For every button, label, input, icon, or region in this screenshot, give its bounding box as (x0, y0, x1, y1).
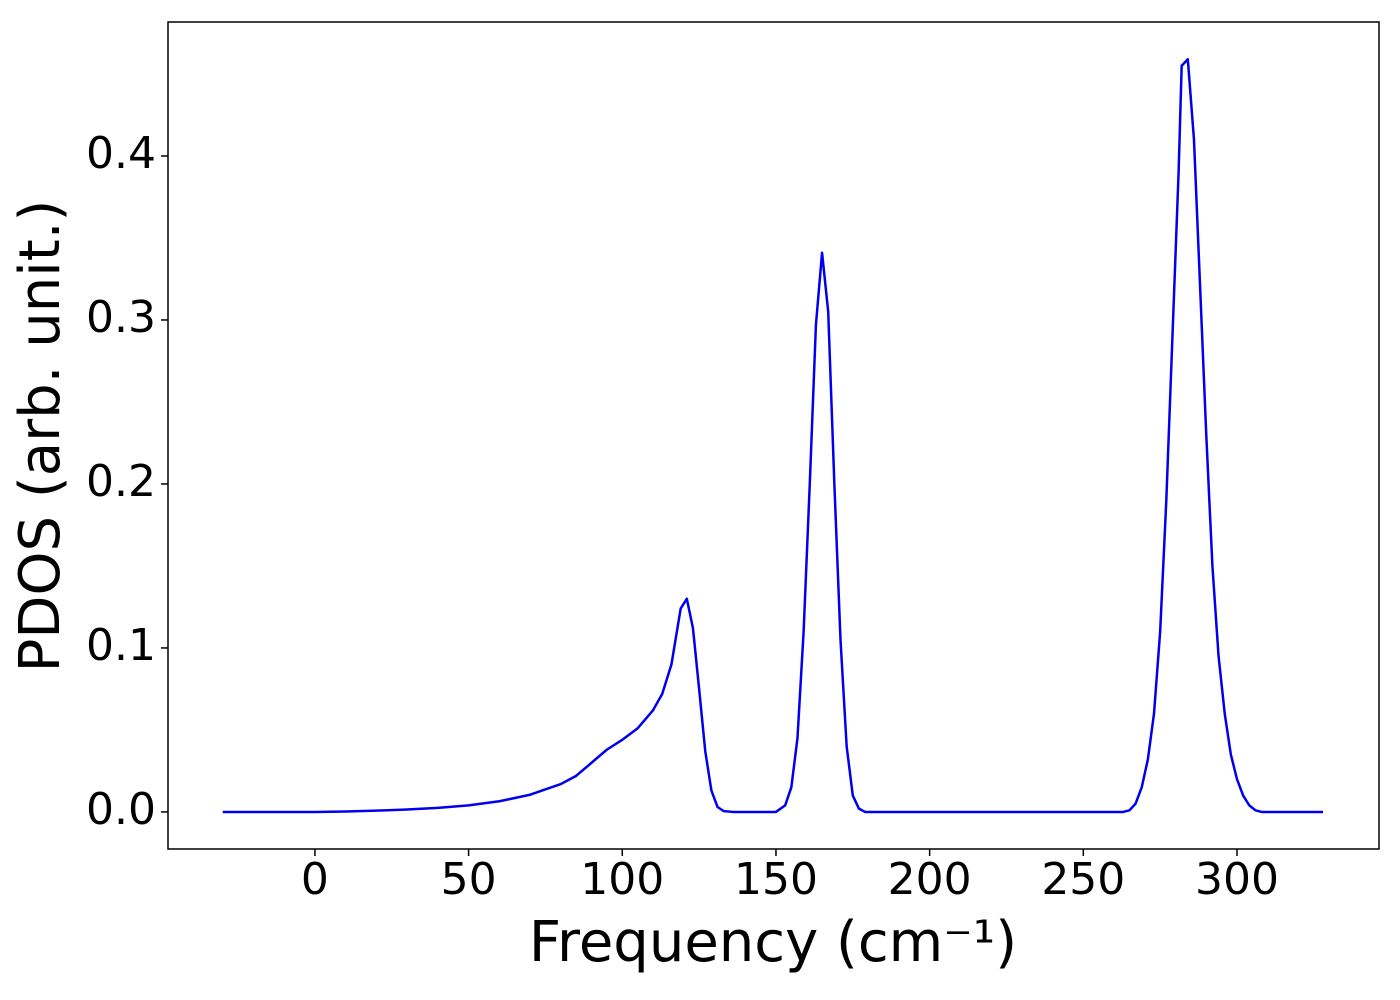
y-axis-label: PDOS (arb. unit.) (8, 200, 73, 673)
y-tick-label: 0.1 (86, 620, 156, 671)
x-tick-label: 300 (1195, 854, 1279, 905)
y-tick-label: 0.0 (86, 784, 156, 835)
x-tick-label: 100 (580, 854, 664, 905)
y-tick-label: 0.2 (86, 456, 156, 507)
data-line (222, 57, 1324, 814)
x-tick-label: 0 (301, 854, 329, 905)
x-axis-label: Frequency (cm⁻¹) (529, 910, 1017, 975)
x-tick-label: 150 (734, 854, 818, 905)
plot-frame (167, 21, 1380, 850)
x-tick-label: 200 (888, 854, 972, 905)
x-tick-label: 50 (441, 854, 497, 905)
x-tick-label: 250 (1041, 854, 1125, 905)
y-tick-label: 0.3 (86, 292, 156, 343)
y-tick-label: 0.4 (86, 128, 156, 179)
